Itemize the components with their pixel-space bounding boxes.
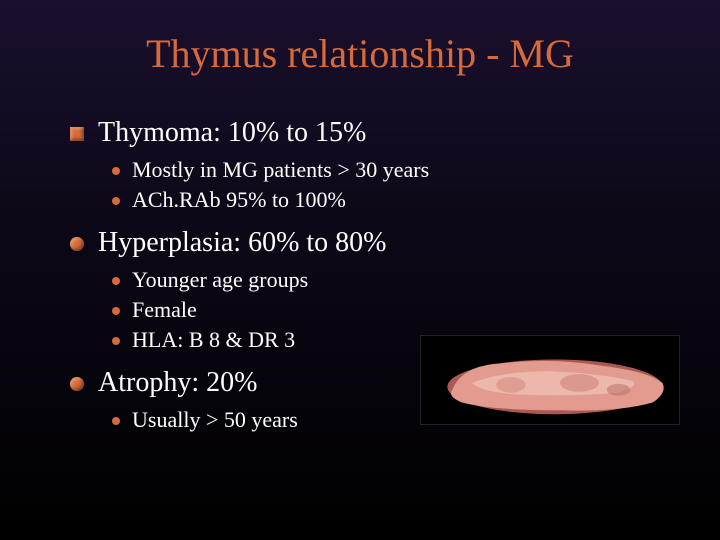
list-item: ACh.RAb 95% to 100% [112,187,700,213]
item-text: HLA: B 8 & DR 3 [132,327,295,353]
thymus-specimen-icon [421,336,679,424]
heading-thymoma: Thymoma: 10% to 15% [70,117,700,149]
dot-bullet-icon [112,337,120,345]
dot-bullet-icon [112,167,120,175]
item-text: Mostly in MG patients > 30 years [132,157,429,183]
dot-bullet-icon [112,417,120,425]
heading-hyperplasia: Hyperplasia: 60% to 80% [70,227,700,259]
round-bullet-icon [70,237,84,251]
item-text: Female [132,297,197,323]
item-text: ACh.RAb 95% to 100% [132,187,346,213]
list-item: Female [112,297,700,323]
dot-bullet-icon [112,277,120,285]
heading-text: Hyperplasia: 60% to 80% [98,227,387,259]
item-text: Usually > 50 years [132,407,298,433]
list-item: Mostly in MG patients > 30 years [112,157,700,183]
heading-text: Thymoma: 10% to 15% [98,117,366,149]
list-item: Younger age groups [112,267,700,293]
round-bullet-icon [70,377,84,391]
dot-bullet-icon [112,197,120,205]
slide: Thymus relationship - MG Thymoma: 10% to… [0,0,720,540]
thymus-specimen-image [420,335,680,425]
slide-title: Thymus relationship - MG [20,30,700,77]
heading-text: Atrophy: 20% [98,367,257,399]
item-text: Younger age groups [132,267,308,293]
dot-bullet-icon [112,307,120,315]
square-bullet-icon [70,127,84,141]
section-thymoma: Thymoma: 10% to 15% Mostly in MG patient… [70,117,700,213]
